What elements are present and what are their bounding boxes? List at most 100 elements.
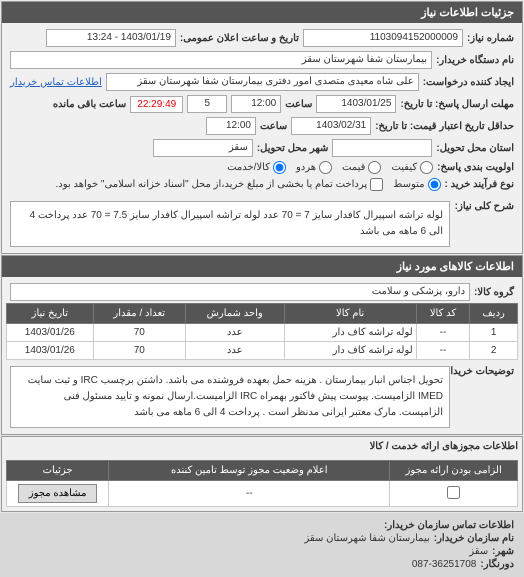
priority-option-2[interactable]: هردو bbox=[296, 161, 332, 174]
time-label-1: ساعت bbox=[285, 99, 312, 110]
footer-org-value: بیمارستان شفا شهرستان سقز bbox=[304, 533, 429, 544]
priority-option-1[interactable]: قیمت bbox=[342, 161, 381, 174]
contact-link[interactable]: اطلاعات تماس خریدار bbox=[10, 77, 102, 88]
delivery-city-field: سقز bbox=[153, 139, 253, 157]
row-buyer: نام دستگاه خریدار: بیمارستان شفا شهرستان… bbox=[6, 49, 518, 71]
cell: لوله تراشه کاف دار bbox=[284, 324, 416, 342]
row-validity: حداقل تاریخ اعتبار قیمت: تا تاریخ: 1403/… bbox=[6, 115, 518, 137]
main-desc-text: لوله تراشه اسپیرال کافدار سایز 7 = 70 عد… bbox=[10, 201, 450, 247]
col-4: تعداد / مقدار bbox=[93, 304, 185, 324]
priority-label: اولویت بندی پاسخ: bbox=[437, 162, 514, 173]
goods-body: گروه کالا: دارو، پزشکی و سلامت ردیف کد ک… bbox=[2, 277, 522, 434]
footer-city-value: سقز bbox=[469, 546, 488, 557]
footer-title: اطلاعات تماس سازمان خریدار: bbox=[384, 520, 514, 531]
main-desc-label: شرح کلی نیاز: bbox=[454, 201, 514, 212]
deadline-send-time: 12:00 bbox=[231, 95, 281, 113]
validity-date: 1403/02/31 bbox=[291, 117, 371, 135]
footer-fax-label: دورنگار: bbox=[480, 559, 514, 570]
cell: 1 bbox=[470, 324, 518, 342]
goods-title: اطلاعات کالاهای مورد نیاز bbox=[2, 256, 522, 277]
permits-header-row: الزامی بودن ارائه مجوز اعلام وضعیت مجوز … bbox=[7, 461, 518, 481]
info-body: شماره نیاز: 1103094152000009 تاریخ و ساع… bbox=[2, 23, 522, 253]
validity-time: 12:00 bbox=[206, 117, 256, 135]
days-field: 5 bbox=[187, 95, 227, 113]
table-row: -- مشاهده مجوز bbox=[7, 481, 518, 507]
cell: 1403/01/26 bbox=[7, 324, 94, 342]
payment-radio-0[interactable] bbox=[428, 178, 441, 191]
row-priority: اولویت بندی پاسخ: کیفیت قیمت هردو کالا/خ… bbox=[6, 159, 518, 176]
payment-opt-label-0: متوسط bbox=[393, 179, 424, 190]
delivery-state-label: استان محل تحویل: bbox=[436, 143, 514, 154]
row-requester: ایجاد کننده درخواست: علی شاه معیدی متصدی… bbox=[6, 71, 518, 93]
row-delivery: استان محل تحویل: شهر محل تحویل: سقز bbox=[6, 137, 518, 159]
buyer-field: بیمارستان شفا شهرستان سقز bbox=[10, 51, 432, 69]
pcol-1: اعلام وضعیت مجوز توسط تامین کننده bbox=[109, 461, 390, 481]
cell: عدد bbox=[185, 342, 284, 360]
priority-radio-3[interactable] bbox=[273, 161, 286, 174]
pcol-2: جزئیات bbox=[7, 461, 109, 481]
time-label-2: ساعت bbox=[260, 121, 287, 132]
main-panel: جزئیات اطلاعات نیاز شماره نیاز: 11030941… bbox=[1, 1, 523, 254]
priority-option-0[interactable]: کیفیت bbox=[391, 161, 433, 174]
priority-opt-label-1: قیمت bbox=[342, 162, 365, 173]
cell: -- bbox=[416, 324, 470, 342]
goods-panel: اطلاعات کالاهای مورد نیاز گروه کالا: دار… bbox=[1, 255, 523, 435]
group-field: دارو، پزشکی و سلامت bbox=[10, 283, 470, 301]
permits-title: اطلاعات مجوزهای ارائه خدمت / کالا bbox=[2, 437, 522, 456]
buyer-note-label: توضیحات خریدار: bbox=[454, 366, 514, 377]
priority-radio-2[interactable] bbox=[319, 161, 332, 174]
col-0: ردیف bbox=[470, 304, 518, 324]
col-3: واحد شمارش bbox=[185, 304, 284, 324]
deadline-send-date: 1403/01/25 bbox=[316, 95, 396, 113]
payment-radio-group: متوسط پرداخت تمام یا بخشی از مبلغ خرید،ا… bbox=[56, 178, 441, 191]
footer-title-row: اطلاعات تماس سازمان خریدار: bbox=[6, 519, 518, 532]
permit-required-checkbox[interactable] bbox=[447, 486, 460, 499]
goods-header-row: ردیف کد کالا نام کالا واحد شمارش تعداد /… bbox=[7, 304, 518, 324]
delivery-city-label: شهر محل تحویل: bbox=[257, 143, 329, 154]
footer-city-label: شهر: bbox=[492, 546, 514, 557]
request-no-field: 1103094152000009 bbox=[303, 29, 463, 47]
payment-opt-label-1: پرداخت تمام یا بخشی از مبلغ خرید،از محل … bbox=[56, 179, 368, 190]
footer-org-label: نام سازمان خریدار: bbox=[434, 533, 514, 544]
payment-check-1[interactable] bbox=[370, 178, 383, 191]
announce-label: تاریخ و ساعت اعلان عمومی: bbox=[180, 33, 299, 44]
validity-label: حداقل تاریخ اعتبار قیمت: تا تاریخ: bbox=[375, 121, 514, 132]
row-payment: نوع فرآیند خرید : متوسط پرداخت تمام یا ب… bbox=[6, 176, 518, 193]
cell: 70 bbox=[93, 324, 185, 342]
row-request-no: شماره نیاز: 1103094152000009 تاریخ و ساع… bbox=[6, 27, 518, 49]
table-row: 2 -- لوله تراشه کاف دار عدد 70 1403/01/2… bbox=[7, 342, 518, 360]
payment-option-1[interactable]: پرداخت تمام یا بخشی از مبلغ خرید،از محل … bbox=[56, 178, 384, 191]
deadline-send-label: مهلت ارسال پاسخ: تا تاریخ: bbox=[400, 99, 514, 110]
goods-table: ردیف کد کالا نام کالا واحد شمارش تعداد /… bbox=[6, 303, 518, 360]
buyer-note-text: تحویل اجناس انبار بیمارستان . هزینه حمل … bbox=[10, 366, 450, 428]
row-deadline-send: مهلت ارسال پاسخ: تا تاریخ: 1403/01/25 سا… bbox=[6, 93, 518, 115]
permits-table: الزامی بودن ارائه مجوز اعلام وضعیت مجوز … bbox=[6, 460, 518, 507]
cell: 1403/01/26 bbox=[7, 342, 94, 360]
countdown-timer: 22:29:49 bbox=[130, 96, 183, 113]
cell: عدد bbox=[185, 324, 284, 342]
requester-label: ایجاد کننده درخواست: bbox=[423, 77, 514, 88]
buyer-label: نام دستگاه خریدار: bbox=[436, 55, 514, 66]
row-buyer-note: توضیحات خریدار: تحویل اجناس انبار بیمارس… bbox=[6, 364, 518, 430]
view-permit-button[interactable]: مشاهده مجوز bbox=[18, 484, 98, 503]
cell: 2 bbox=[470, 342, 518, 360]
cell: لوله تراشه کاف دار bbox=[284, 342, 416, 360]
payment-option-0[interactable]: متوسط bbox=[393, 178, 440, 191]
cell: -- bbox=[416, 342, 470, 360]
row-group: گروه کالا: دارو، پزشکی و سلامت bbox=[6, 281, 518, 303]
priority-opt-label-0: کیفیت bbox=[391, 162, 417, 173]
footer-fax-row: دورنگار: 087-36251708 bbox=[6, 558, 518, 571]
request-no-label: شماره نیاز: bbox=[467, 33, 514, 44]
permits-panel: اطلاعات مجوزهای ارائه خدمت / کالا الزامی… bbox=[1, 436, 523, 512]
priority-opt-label-3: کالا/خدمت bbox=[227, 162, 270, 173]
priority-option-3[interactable]: کالا/خدمت bbox=[227, 161, 286, 174]
footer-city-row: شهر: سقز bbox=[6, 545, 518, 558]
priority-opt-label-2: هردو bbox=[296, 162, 316, 173]
priority-radio-0[interactable] bbox=[420, 161, 433, 174]
col-1: کد کالا bbox=[416, 304, 470, 324]
permit-cell-status: -- bbox=[109, 481, 390, 507]
priority-radio-1[interactable] bbox=[368, 161, 381, 174]
footer-panel: اطلاعات تماس سازمان خریدار: نام سازمان خ… bbox=[0, 513, 524, 577]
col-5: تاریخ نیاز bbox=[7, 304, 94, 324]
footer-fax-value: 087-36251708 bbox=[412, 559, 477, 570]
